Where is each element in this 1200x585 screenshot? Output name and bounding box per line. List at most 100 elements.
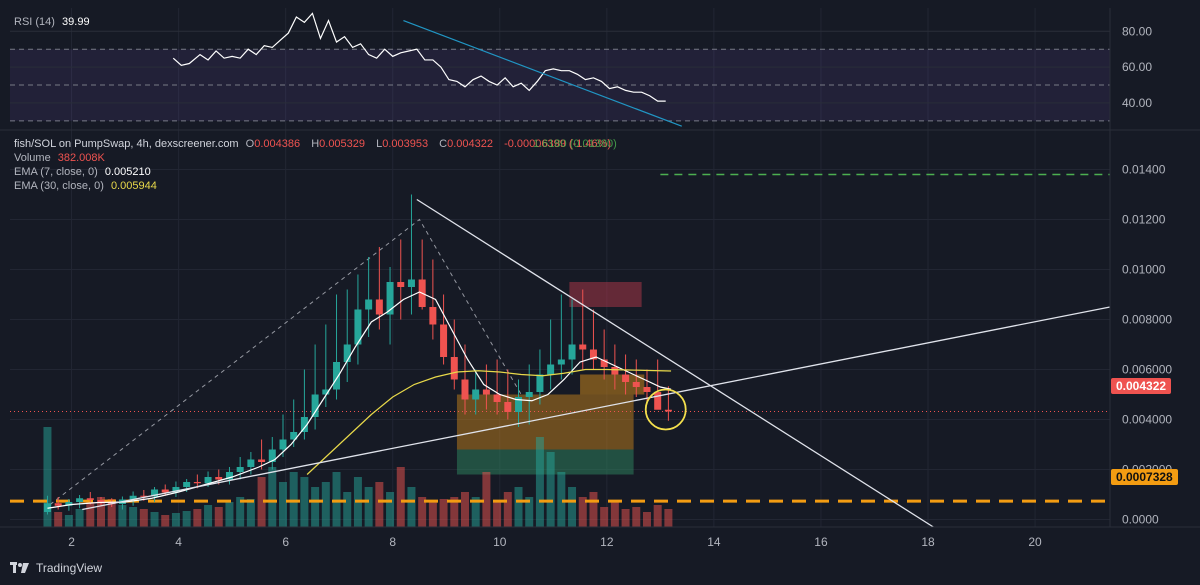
ema30-label: EMA (30, close, 0) — [14, 180, 104, 192]
candle-body — [215, 477, 222, 480]
volume-bar — [493, 502, 501, 527]
entry-zone-orange — [457, 395, 634, 450]
price-y-tick-label: 0.01400 — [1122, 163, 1166, 177]
candle-body — [258, 460, 265, 463]
fib-overlap-text: 1.6180 (0.01380) — [533, 138, 617, 151]
tradingview-logo[interactable]: TradingView — [10, 561, 102, 575]
close-label: C — [439, 138, 447, 150]
candle-body — [622, 375, 629, 383]
candle-body — [76, 498, 83, 502]
volume-bar — [547, 452, 555, 527]
candle-body — [408, 280, 415, 288]
volume-bar — [333, 472, 341, 527]
volume-bar — [129, 507, 137, 527]
price-y-tick-label: 0.01200 — [1122, 213, 1166, 227]
volume-bar — [375, 482, 383, 527]
volume-bar — [397, 467, 405, 527]
volume-bar — [600, 507, 608, 527]
volume-bar — [365, 487, 373, 527]
x-tick-label: 10 — [493, 535, 507, 549]
high-label: H — [311, 138, 319, 150]
volume-bar — [76, 509, 84, 527]
x-tick-label: 20 — [1028, 535, 1042, 549]
x-tick-label: 2 — [68, 535, 75, 549]
volume-bar — [515, 487, 523, 527]
volume-bar — [247, 499, 255, 527]
price-y-tick-label: 0.004000 — [1122, 413, 1172, 427]
volume-value: 382.008K — [58, 152, 105, 164]
candle-body — [440, 325, 447, 358]
volume-bar — [290, 472, 298, 527]
volume-bar — [343, 492, 351, 527]
volume-bar — [611, 502, 619, 527]
volume-bar — [300, 477, 308, 527]
candle-body — [87, 498, 94, 500]
volume-bar — [279, 482, 287, 527]
x-tick-label: 6 — [282, 535, 289, 549]
target-zone-green — [457, 450, 634, 475]
volume-bar — [429, 502, 437, 527]
open-label: O — [246, 138, 255, 150]
volume-bar — [536, 437, 544, 527]
candle-body — [365, 300, 372, 310]
candle-body — [376, 300, 383, 315]
rsi-y-tick-label: 60.00 — [1122, 60, 1152, 74]
close-value-group: C0.004322 — [439, 138, 497, 150]
x-tick-label: 8 — [389, 535, 396, 549]
ema7-value: 0.005210 — [105, 166, 151, 178]
rsi-legend-value: 39.99 — [62, 16, 90, 28]
candle-body — [397, 282, 404, 287]
price-y-tick-label: 0.0000 — [1122, 513, 1159, 527]
candle-body — [526, 392, 533, 397]
volume-bar — [225, 502, 233, 527]
volume-bar — [65, 515, 73, 527]
volume-bar — [654, 505, 662, 527]
candle-body — [654, 392, 661, 410]
volume-bar — [643, 512, 651, 527]
x-tick-label: 18 — [921, 535, 935, 549]
candle-body — [237, 467, 244, 472]
candle-body — [183, 482, 190, 487]
rsi-y-tick-label: 80.00 — [1122, 24, 1152, 38]
close-value: 0.004322 — [447, 138, 493, 150]
last-price-badge: 0.004322 — [1111, 378, 1171, 394]
low-value-group: L0.003953 — [376, 138, 432, 150]
ema7-label: EMA (7, close, 0) — [14, 166, 98, 178]
candle-body — [665, 410, 672, 412]
volume-bar — [664, 509, 672, 527]
candle-body — [569, 345, 576, 360]
volume-bar — [440, 499, 448, 527]
candle-body — [205, 477, 212, 483]
price-y-tick-label: 0.006000 — [1122, 363, 1172, 377]
volume-bar — [215, 507, 223, 527]
volume-bar — [568, 487, 576, 527]
ema7-legend: EMA (7, close, 0) 0.005210 — [14, 166, 155, 179]
volume-legend: Volume 382.008K — [14, 152, 109, 165]
candle-body — [97, 500, 104, 502]
x-tick-label: 12 — [600, 535, 614, 549]
volume-bar — [407, 487, 415, 527]
open-value-group: O0.004386 — [246, 138, 304, 150]
high-value: 0.005329 — [319, 138, 365, 150]
volume-bar — [140, 509, 148, 527]
volume-bar — [461, 492, 469, 527]
open-value: 0.004386 — [254, 138, 300, 150]
volume-bar — [322, 482, 330, 527]
volume-bar — [193, 509, 201, 527]
volume-label: Volume — [14, 152, 51, 164]
volume-bar — [268, 467, 276, 527]
volume-bar — [557, 472, 565, 527]
volume-bar — [622, 509, 630, 527]
ema30-legend: EMA (30, close, 0) 0.005944 — [14, 180, 161, 193]
candle-body — [429, 307, 436, 325]
volume-bar — [54, 512, 62, 527]
candle-body — [451, 357, 458, 380]
volume-bar — [482, 472, 490, 527]
candle-body — [579, 345, 586, 350]
support-price-badge: 0.0007328 — [1111, 469, 1178, 485]
candle-body — [558, 360, 565, 365]
candle-body — [483, 390, 490, 395]
candle-body — [494, 395, 501, 403]
x-tick-label: 16 — [814, 535, 828, 549]
